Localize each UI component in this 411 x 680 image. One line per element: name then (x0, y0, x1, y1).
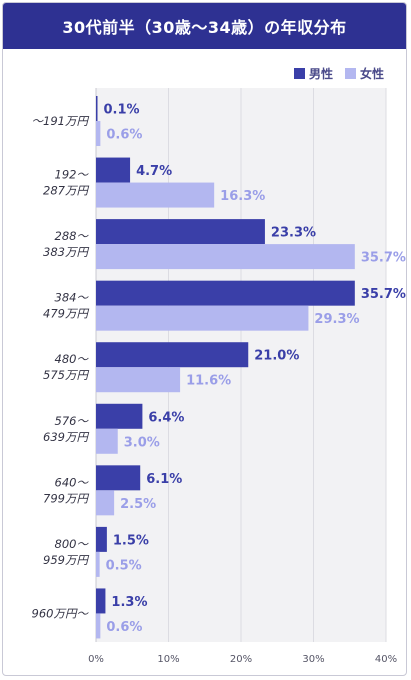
data-label-male: 1.3% (111, 595, 147, 610)
bar-male (96, 403, 143, 429)
x-tick-label: 20% (230, 654, 252, 665)
data-label-female: 16.3% (220, 189, 265, 204)
bar-male (96, 465, 141, 491)
legend-label-female: 女性 (359, 67, 384, 81)
data-label-male: 21.0% (254, 349, 299, 364)
bar-female (96, 490, 115, 516)
data-label-female: 3.0% (124, 435, 160, 450)
category-label: 480〜 575万円 (43, 352, 89, 382)
legend-swatch-female (344, 68, 356, 79)
legend-swatch-male (293, 68, 305, 79)
data-label-male: 35.7% (361, 287, 406, 302)
bar-female (96, 367, 181, 393)
x-tick-label: 40% (375, 654, 397, 665)
data-label-female: 35.7% (361, 251, 406, 266)
category-label: 192〜 287万円 (43, 168, 89, 198)
category-label-line: 287万円 (43, 184, 89, 198)
bar-female (96, 613, 101, 639)
category-label: 384〜 479万円 (43, 291, 89, 321)
category-label: 960万円〜 (32, 606, 90, 620)
bar-male (96, 157, 131, 183)
legend-item-male: 男性 (293, 65, 333, 82)
category-label-line: 479万円 (43, 307, 89, 321)
legend-item-female: 女性 (344, 65, 384, 82)
bar-male (96, 96, 98, 121)
x-tick-label: 30% (302, 654, 324, 665)
data-label-female: 0.6% (106, 620, 142, 635)
bar-male (96, 526, 107, 552)
category-label-line: 959万円 (43, 553, 89, 567)
category-label: 288〜 383万円 (43, 229, 89, 259)
data-label-female: 2.5% (120, 497, 156, 512)
legend-label-male: 男性 (308, 67, 333, 81)
category-label: 640〜 799万円 (43, 475, 89, 505)
category-label-line: 639万円 (43, 430, 89, 444)
bar-female (96, 121, 101, 146)
data-label-female: 0.6% (106, 128, 142, 143)
category-label-line: 288〜 (55, 229, 90, 243)
data-label-male: 1.5% (113, 533, 149, 548)
bar-male (96, 280, 355, 306)
category-label-line: 575万円 (43, 368, 89, 382)
bar-male (96, 588, 106, 614)
chart-title: 30代前半（30歳〜34歳）の年収分布 (3, 3, 406, 49)
category-label-line: 383万円 (43, 245, 89, 259)
x-tick-label: 0% (88, 654, 104, 665)
bar-female (96, 428, 118, 454)
category-label-line: 480〜 (55, 352, 90, 366)
data-label-male: 23.3% (271, 226, 316, 241)
data-label-male: 4.7% (136, 164, 172, 179)
data-label-male: 6.4% (148, 410, 184, 425)
data-label-female: 0.5% (106, 558, 142, 573)
bar-female (96, 305, 309, 331)
data-label-male: 6.1% (146, 472, 182, 487)
category-label-line: 192〜 (55, 168, 90, 182)
data-label-female: 11.6% (186, 374, 231, 389)
category-label-line: 640〜 (55, 475, 90, 489)
x-tick-label: 10% (157, 654, 179, 665)
category-label: 800〜 959万円 (43, 537, 89, 567)
bar-female (96, 551, 100, 577)
category-label-line: 384〜 (55, 291, 90, 305)
bar-female (96, 244, 355, 270)
category-label: 576〜 639万円 (43, 414, 89, 444)
category-label-line: 576〜 (55, 414, 90, 428)
data-label-male: 0.1% (104, 103, 140, 118)
data-label-female: 29.3% (314, 312, 359, 327)
legend: 男性 女性 (293, 65, 384, 82)
bar-female (96, 182, 215, 208)
bar-male (96, 219, 265, 245)
category-label-line: 799万円 (43, 491, 89, 505)
bar-male (96, 342, 249, 368)
category-label-line: 800〜 (55, 537, 90, 551)
category-label: 〜191万円 (32, 114, 90, 128)
